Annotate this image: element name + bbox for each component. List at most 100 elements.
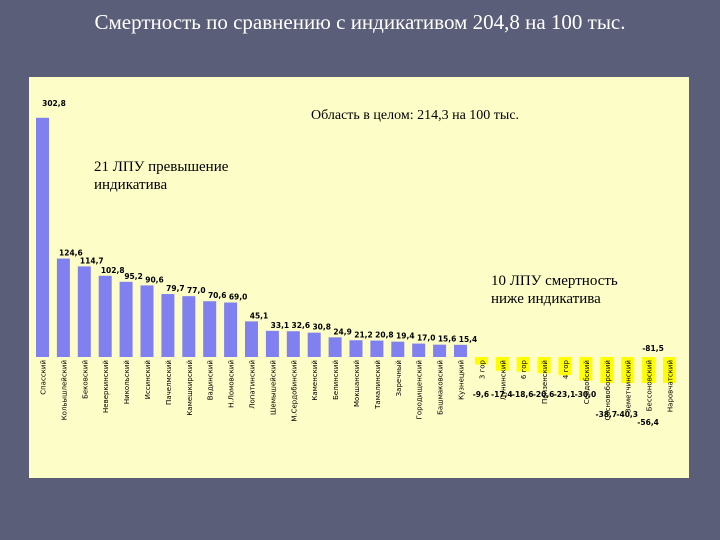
category-label-26: 4 гор — [562, 359, 570, 379]
bar-12 — [265, 330, 279, 357]
bar-value-label-28: -38,7 — [595, 410, 617, 419]
category-label-2: Кольышлейский — [60, 360, 68, 420]
bar-21 — [454, 344, 467, 357]
category-label-10: Н.Ломовский — [228, 360, 236, 408]
category-label-25: Пензенский — [541, 360, 549, 404]
category-label-22: 3 гор — [478, 359, 486, 379]
bar-6 — [140, 285, 154, 357]
category-label-5: Никольский — [123, 360, 131, 404]
bar-value-label-30: -56,4 — [637, 418, 659, 427]
bar-5 — [119, 281, 133, 357]
category-label-19: Городищенский — [416, 360, 424, 419]
bar-value-label-16: 21,2 — [354, 330, 373, 339]
category-label-6: Иссинский — [144, 360, 152, 399]
bar-3 — [77, 266, 91, 357]
bar-1 — [36, 117, 49, 357]
bar-2 — [56, 258, 70, 357]
region-total-note: Область в целом: 214,3 на 100 тыс. — [311, 108, 520, 123]
bar-14 — [307, 332, 321, 357]
bar-value-label-1: 302,8 — [42, 99, 66, 108]
bar-value-label-23: -17,4 — [491, 390, 513, 399]
category-label-8: Камешкирский — [186, 360, 194, 416]
bar-value-label-3: 114,7 — [80, 256, 104, 265]
bar-26 — [558, 357, 572, 376]
category-label-24: 6 гор — [520, 359, 528, 379]
category-label-11: Лопатинский — [249, 360, 257, 409]
below-indicator-note: 10 ЛПУ смертность ниже индикатива — [491, 272, 618, 308]
bar-13 — [286, 331, 300, 357]
bar-value-label-26: -23,1 — [554, 390, 576, 399]
bar-31 — [663, 357, 676, 383]
category-label-9: Вадинский — [207, 360, 215, 400]
bar-28 — [600, 357, 614, 383]
bar-7 — [161, 294, 175, 357]
bar-30 — [642, 357, 656, 383]
category-label-31: Наровчатский — [667, 360, 675, 412]
bar-11 — [245, 321, 258, 357]
bar-value-label-5: 95,2 — [124, 272, 143, 281]
bar-20 — [433, 344, 447, 357]
bar-value-label-2: 124,6 — [59, 249, 83, 258]
category-label-18: Заречный — [395, 360, 403, 396]
bar-8 — [182, 296, 196, 357]
bar-chart: 302,8 Спасский 124,6 Кольышлейский 114,7 Беко… — [36, 99, 676, 427]
category-label-3: Бековский — [81, 360, 89, 399]
category-label-23: Лунинский — [499, 360, 507, 400]
category-label-7: Пачелмский — [165, 360, 173, 405]
bar-23 — [495, 357, 509, 371]
bar-24 — [516, 357, 530, 372]
category-label-15: Белинский — [332, 360, 340, 400]
category-label-27: Сердобский — [583, 360, 591, 404]
above-indicator-note-line-2: индикатива — [94, 177, 168, 193]
bar-value-label-17: 20,8 — [375, 331, 394, 340]
bar-10 — [224, 302, 238, 357]
category-label-30: Бессоновский — [646, 360, 654, 411]
category-label-13: М.Сердобинский — [290, 360, 298, 422]
bar-value-label-27: -30,0 — [575, 390, 597, 399]
bar-value-label-9: 70,6 — [208, 291, 227, 300]
above-indicator-note: 21 ЛПУ превышение индикатива — [94, 158, 228, 194]
bar-4 — [98, 275, 112, 357]
bar-value-label-10: 69,0 — [229, 292, 248, 301]
bar-value-label-18: 19,4 — [396, 332, 415, 341]
bar-25 — [537, 357, 551, 374]
bar-value-label-20: 15,6 — [438, 335, 457, 344]
category-label-14: Каменский — [311, 360, 319, 401]
category-label-20: Башмаковский — [437, 360, 445, 415]
bar-value-label-24: -18,6 — [512, 390, 534, 399]
bar-27 — [579, 357, 593, 381]
bar-value-label-29: -40,3 — [616, 410, 638, 419]
bar-value-label-12: 33,1 — [271, 321, 290, 330]
category-label-17: Тамалинский — [374, 360, 382, 410]
category-label-28: Сосновоборский — [604, 360, 612, 421]
bar-value-label-8: 77,0 — [187, 286, 206, 295]
category-label-12: Шемышейский — [269, 360, 277, 415]
bar-16 — [349, 340, 363, 357]
category-label-16: Мокшанский — [353, 360, 361, 407]
bar-value-label-22: -9,6 — [473, 390, 489, 399]
bar-29 — [621, 357, 635, 383]
bar-value-label-21: 15,4 — [459, 335, 478, 344]
bar-value-label-7: 79,7 — [166, 284, 185, 293]
above-indicator-note-line-1: 21 ЛПУ превышение — [94, 159, 229, 175]
bar-17 — [370, 340, 384, 357]
bar-19 — [412, 343, 426, 357]
bar-value-label-25: -20,6 — [533, 390, 555, 399]
bar-value-label-15: 24,9 — [333, 327, 352, 336]
bar-22 — [474, 357, 488, 365]
bar-9 — [203, 301, 217, 357]
category-label-21: Кузнецкий — [458, 360, 466, 400]
slide-title: Смертность по сравнению с индикативом 20… — [94, 10, 626, 34]
chart-panel: 302,8 Спасский 124,6 Кольышлейский 114,7 Беко… — [29, 77, 689, 478]
below-indicator-note-line-1: 10 ЛПУ смертность — [491, 273, 618, 289]
bar-value-label-19: 17,0 — [417, 334, 436, 343]
bar-value-label-13: 32,6 — [292, 321, 311, 330]
category-label-4: Неверкинский — [102, 360, 110, 413]
category-label-29: Земетчинский — [625, 360, 633, 413]
bar-18 — [391, 341, 405, 357]
bar-value-label-31: -81,5 — [642, 344, 664, 353]
bar-value-label-14: 30,8 — [312, 323, 331, 332]
bar-15 — [328, 337, 342, 357]
bar-value-label-11: 45,1 — [250, 311, 269, 320]
bar-value-label-6: 90,6 — [145, 275, 164, 284]
